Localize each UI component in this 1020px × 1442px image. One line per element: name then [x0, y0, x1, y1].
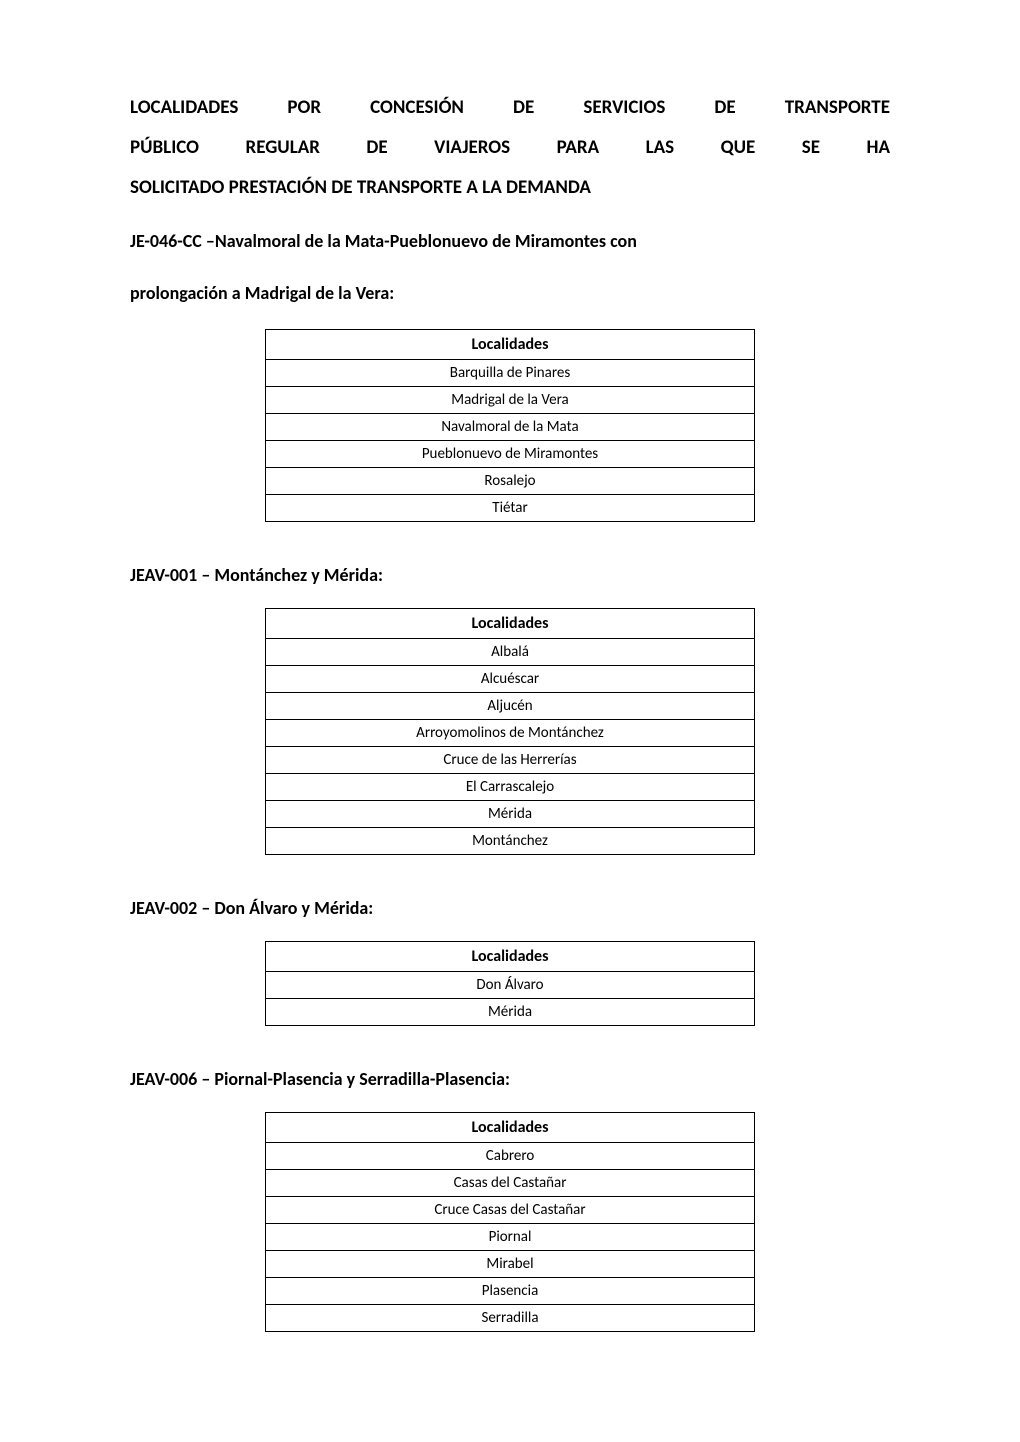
table-header: Localidades: [266, 608, 755, 638]
localidades-table-2: Localidades Don Álvaro Mérida: [265, 941, 755, 1026]
table-row: Mérida: [266, 800, 755, 827]
table-row: Don Álvaro: [266, 971, 755, 998]
table-row: Barquilla de Pinares: [266, 359, 755, 386]
table-row: Casas del Castañar: [266, 1169, 755, 1196]
doc-title-line1: LOCALIDADES POR CONCESIÓN DE SERVICIOS D…: [130, 90, 890, 126]
table-row: Rosalejo: [266, 467, 755, 494]
table-row: Arroyomolinos de Montánchez: [266, 719, 755, 746]
doc-subtitle-line2: prolongación a Madrigal de la Vera:: [130, 276, 890, 310]
doc-title-line3: SOLICITADO PRESTACIÓN DE TRANSPORTE A LA…: [130, 170, 890, 206]
table-row: Aljucén: [266, 692, 755, 719]
table-header: Localidades: [266, 329, 755, 359]
table-row: Alcuéscar: [266, 665, 755, 692]
table-row: El Carrascalejo: [266, 773, 755, 800]
table-row: Cabrero: [266, 1142, 755, 1169]
table-row: Piornal: [266, 1223, 755, 1250]
table-row: Madrigal de la Vera: [266, 386, 755, 413]
table-row: Navalmoral de la Mata: [266, 413, 755, 440]
table-header: Localidades: [266, 1112, 755, 1142]
table-row: Serradilla: [266, 1304, 755, 1331]
table-row: Mérida: [266, 998, 755, 1025]
section-heading-2: JEAV-002 – Don Álvaro y Mérida:: [130, 897, 890, 919]
doc-subtitle-line1: JE-046-CC –Navalmoral de la Mata-Pueblon…: [130, 224, 890, 258]
table-wrap-1: Localidades Albalá Alcuéscar Aljucén Arr…: [130, 608, 890, 855]
table-row: Pueblonuevo de Miramontes: [266, 440, 755, 467]
localidades-table-0: Localidades Barquilla de Pinares Madriga…: [265, 329, 755, 522]
table-row: Mirabel: [266, 1250, 755, 1277]
table-row: Cruce de las Herrerías: [266, 746, 755, 773]
table-wrap-2: Localidades Don Álvaro Mérida: [130, 941, 890, 1026]
table-header: Localidades: [266, 941, 755, 971]
table-wrap-3: Localidades Cabrero Casas del Castañar C…: [130, 1112, 890, 1332]
section-heading-3: JEAV-006 – Piornal-Plasencia y Serradill…: [130, 1068, 890, 1090]
table-row: Plasencia: [266, 1277, 755, 1304]
doc-title-line2: PÚBLICO REGULAR DE VIAJEROS PARA LAS QUE…: [130, 130, 890, 166]
localidades-table-1: Localidades Albalá Alcuéscar Aljucén Arr…: [265, 608, 755, 855]
table-row: Cruce Casas del Castañar: [266, 1196, 755, 1223]
table-row: Montánchez: [266, 827, 755, 854]
table-row: Tiétar: [266, 494, 755, 521]
table-wrap-0: Localidades Barquilla de Pinares Madriga…: [130, 329, 890, 522]
localidades-table-3: Localidades Cabrero Casas del Castañar C…: [265, 1112, 755, 1332]
section-heading-1: JEAV-001 – Montánchez y Mérida:: [130, 564, 890, 586]
table-row: Albalá: [266, 638, 755, 665]
